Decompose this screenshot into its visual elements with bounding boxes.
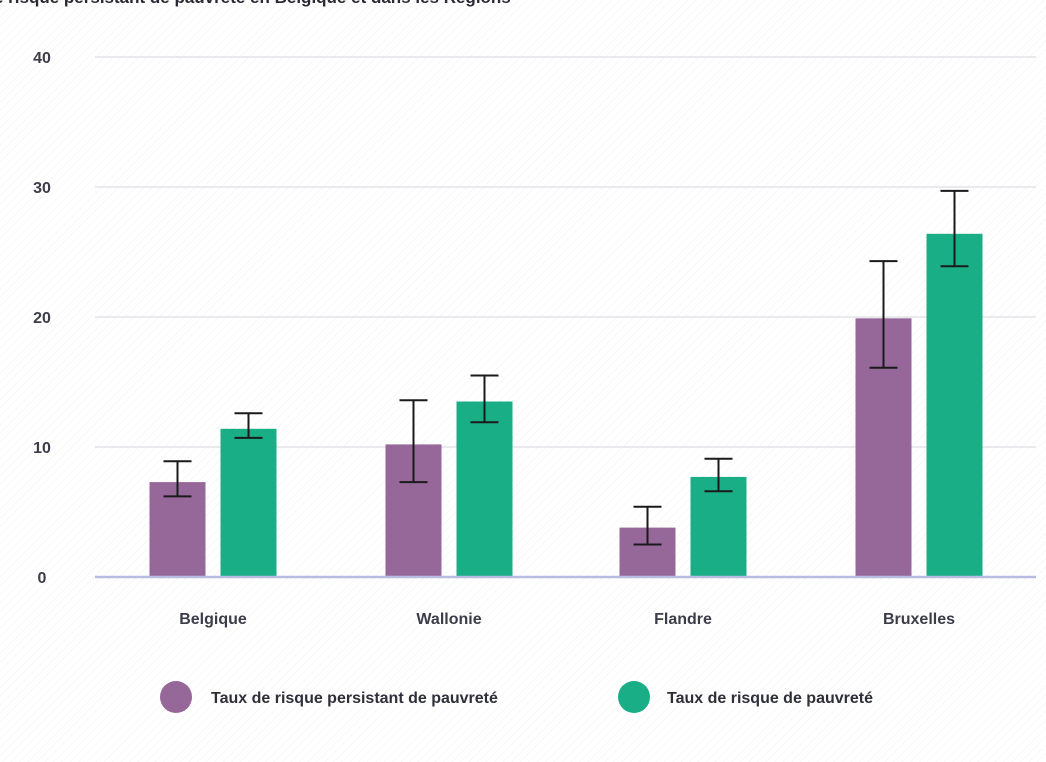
legend-item: Taux de risque persistant de pauvreté [160, 681, 498, 713]
category-labels: Belgique Wallonie Flandre Bruxelles [179, 611, 955, 628]
bar-poverty [926, 233, 983, 578]
error-bar [399, 399, 428, 484]
bars [149, 233, 983, 578]
legend-label: Taux de risque de pauvreté [667, 690, 873, 707]
category-label: Flandre [654, 611, 712, 628]
legend-item: Taux de risque de pauvreté [618, 681, 873, 713]
y-tick-label: 10 [33, 440, 51, 457]
y-axis-ticks: 0 10 20 30 40 [33, 50, 51, 587]
error-bar [163, 460, 192, 498]
bar-persistent [149, 482, 206, 577]
category-label: Wallonie [416, 611, 481, 628]
error-bar [234, 412, 263, 439]
bar-poverty [456, 401, 513, 577]
error-bar [633, 505, 662, 546]
error-bar [869, 260, 898, 369]
bar-poverty [690, 476, 747, 577]
legend-swatch [160, 681, 192, 713]
error-bar [940, 189, 969, 268]
legend: Taux de risque persistant de pauvreté Tau… [160, 681, 873, 713]
legend-label: Taux de risque persistant de pauvreté [211, 690, 498, 707]
y-tick-label: 0 [38, 570, 47, 587]
error-bar [704, 457, 733, 493]
error-bar [470, 374, 499, 424]
legend-swatch [618, 681, 650, 713]
error-bars [163, 189, 969, 546]
category-label: Belgique [179, 611, 247, 628]
bar-poverty [220, 428, 277, 577]
y-tick-label: 30 [33, 180, 51, 197]
chart-title: e risque persistant de pauvreté en Belgi… [0, 0, 511, 8]
category-label: Bruxelles [883, 611, 955, 628]
y-tick-label: 40 [33, 50, 51, 67]
y-tick-label: 20 [33, 310, 51, 327]
